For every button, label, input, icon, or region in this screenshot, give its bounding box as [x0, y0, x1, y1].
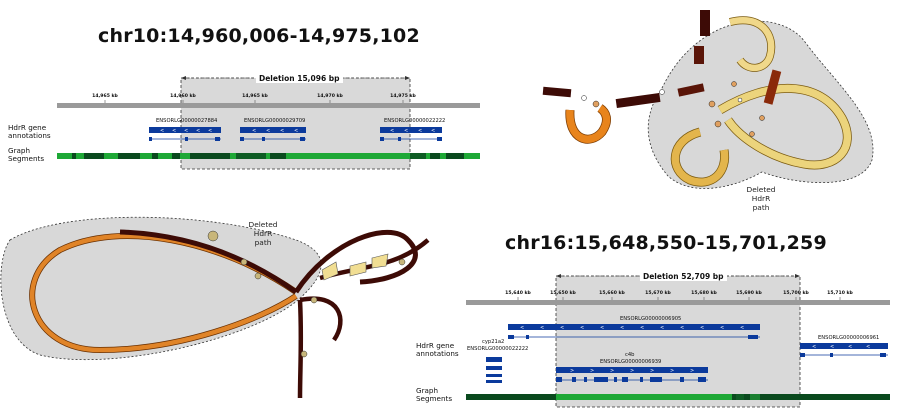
svg-text:<: <	[431, 128, 435, 134]
svg-text:<: <	[540, 325, 544, 331]
svg-text:<: <	[418, 128, 422, 134]
ruler-ticks-a	[104, 100, 404, 103]
graph-bottom-left	[0, 216, 430, 399]
svg-text:>: >	[590, 368, 594, 374]
svg-text:<: <	[848, 344, 852, 350]
graph-top-right-label: Deleted HdrR path	[746, 185, 776, 212]
svg-text:<: <	[580, 325, 584, 331]
panel-b-deletion-label: Deletion 52,709 bp	[640, 272, 727, 281]
panel-a-tick: 14,970 kb	[317, 94, 343, 99]
svg-text:<: <	[680, 325, 684, 331]
svg-text:<: <	[196, 128, 200, 134]
panel-a-deletion-label: Deletion 15,096 bp	[256, 74, 343, 83]
panel-a-tick: 14,960 kb	[170, 94, 196, 99]
panel-a-segment-row-label: Graph Segments	[8, 146, 45, 164]
panel-b-track: < < < < < < < < < < < < < < < < > > > > > > >	[466, 274, 890, 408]
panel-a-gene-label: ENSORLG00000022222	[384, 118, 446, 124]
svg-text:<: <	[560, 325, 564, 331]
svg-text:<: <	[740, 325, 744, 331]
panel-b-gene-label: ENSORLG00000006905	[620, 316, 682, 322]
graph-top-right	[542, 10, 874, 189]
genes-a	[149, 127, 442, 141]
svg-text:<: <	[294, 128, 298, 134]
panel-b-gene-label: cyp21a2	[482, 339, 505, 345]
svg-text:>: >	[690, 368, 694, 374]
svg-text:<: <	[640, 325, 644, 331]
svg-text:<: <	[280, 128, 284, 134]
svg-text:>: >	[610, 368, 614, 374]
svg-text:<: <	[208, 128, 212, 134]
panel-b-tick: 15,640 kb	[505, 291, 531, 296]
ruler-b	[466, 300, 890, 305]
svg-text:<: <	[390, 128, 394, 134]
svg-text:>: >	[650, 368, 654, 374]
panel-b-gene-row-label: HdrR gene annotations	[416, 341, 459, 359]
deleted-path-region	[647, 20, 874, 189]
panel-b-gene-label: ENSORLG00000022222	[467, 346, 529, 352]
panel-b-tick: 15,680 kb	[691, 291, 717, 296]
panel-b-gene-label: ENSORLG00000006939	[600, 359, 662, 365]
svg-text:<: <	[172, 128, 176, 134]
panel-a-tick: 14,975 kb	[390, 94, 416, 99]
panel-b-gene-label: ENSORLG00000006961	[818, 335, 880, 341]
gene-bar	[380, 127, 442, 133]
genes-b	[486, 324, 888, 383]
panel-b-tick: 15,650 kb	[550, 291, 576, 296]
svg-text:<: <	[866, 344, 870, 350]
svg-text:<: <	[830, 344, 834, 350]
gene-bar	[240, 127, 306, 133]
svg-text:<: <	[700, 325, 704, 331]
segments-a	[57, 153, 480, 159]
panel-a-gene-label: ENSORLG00000029709	[244, 118, 306, 124]
panel-a-gene-label: ENSORLG00000027884	[156, 118, 218, 124]
deletion-box-b	[555, 275, 801, 408]
panel-b-tick: 15,670 kb	[645, 291, 671, 296]
svg-text:<: <	[520, 325, 524, 331]
panel-b-tick: 15,660 kb	[599, 291, 625, 296]
panel-b-tick: 15,710 kb	[827, 291, 853, 296]
svg-text:<: <	[184, 128, 188, 134]
panel-a-track: < < < < < < < < < < < < <	[57, 76, 480, 170]
svg-text:<: <	[720, 325, 724, 331]
panel-a-title: chr10:14,960,006-14,975,102	[98, 25, 420, 47]
panel-b-gene-label: c4b	[625, 352, 635, 358]
svg-text:<: <	[266, 128, 270, 134]
svg-text:<: <	[660, 325, 664, 331]
svg-text:<: <	[252, 128, 256, 134]
panel-b-segment-row-label: Graph Segments	[416, 386, 453, 404]
panel-a-tick: 14,965 kb	[242, 94, 268, 99]
svg-text:<: <	[160, 128, 164, 134]
svg-text:<: <	[600, 325, 604, 331]
graph-bottom-left-label: Deleted HdrR path	[248, 220, 278, 247]
panel-a-gene-row-label: HdrR gene annotations	[8, 123, 51, 141]
svg-text:<: <	[404, 128, 408, 134]
svg-text:<: <	[620, 325, 624, 331]
panel-b-tick: 15,700 kb	[783, 291, 809, 296]
panel-b-title: chr16:15,648,550-15,701,259	[505, 232, 827, 254]
panel-a-tick: 14,965 kb	[92, 94, 118, 99]
segments-b	[466, 394, 890, 400]
svg-text:>: >	[670, 368, 674, 374]
svg-text:>: >	[630, 368, 634, 374]
panel-b-tick: 15,690 kb	[736, 291, 762, 296]
svg-text:<: <	[812, 344, 816, 350]
svg-text:>: >	[570, 368, 574, 374]
gene-bar	[149, 127, 221, 133]
ruler-a	[57, 103, 480, 108]
